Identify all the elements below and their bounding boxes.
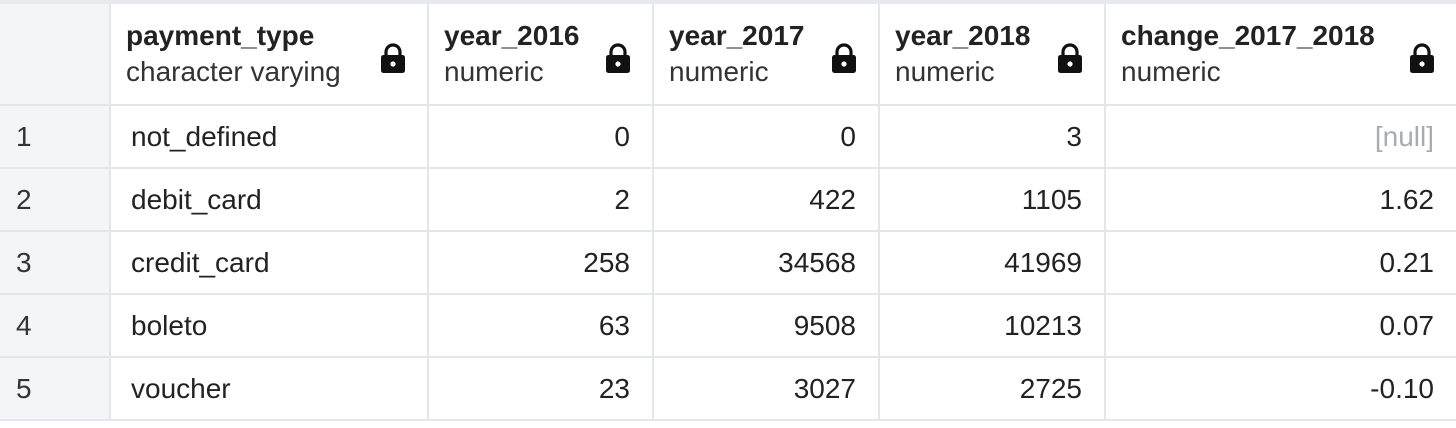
cell-change-2017-2018[interactable]: 0.07 bbox=[1105, 294, 1456, 358]
cell-year-2017[interactable]: 3027 bbox=[653, 357, 880, 421]
cell-year-2018[interactable]: 10213 bbox=[879, 294, 1106, 358]
cell-change-2017-2018[interactable]: 0.21 bbox=[1105, 231, 1456, 295]
cell-year-2016[interactable]: 63 bbox=[428, 294, 654, 358]
result-table: payment_type character varying year_2016… bbox=[0, 4, 1456, 421]
column-type: numeric bbox=[444, 56, 544, 87]
column-name: year_2016 bbox=[444, 19, 580, 51]
cell-year-2016[interactable]: 0 bbox=[428, 105, 654, 169]
table-row[interactable]: 4 boleto 63 9508 10213 0.07 bbox=[0, 294, 1456, 358]
lock-icon bbox=[381, 43, 405, 73]
column-header-year-2018[interactable]: year_2018 numeric bbox=[879, 4, 1106, 106]
lock-icon bbox=[1410, 43, 1434, 73]
cell-payment-type[interactable]: not_defined bbox=[110, 105, 429, 169]
row-number[interactable]: 1 bbox=[0, 105, 111, 169]
cell-change-2017-2018[interactable]: [null] bbox=[1105, 105, 1456, 169]
row-number-header[interactable] bbox=[0, 4, 111, 106]
header-row: payment_type character varying year_2016… bbox=[0, 4, 1456, 106]
column-type: character varying bbox=[126, 56, 341, 87]
cell-year-2016[interactable]: 2 bbox=[428, 168, 654, 232]
table-row[interactable]: 2 debit_card 2 422 1105 1.62 bbox=[0, 168, 1456, 232]
column-header-year-2016[interactable]: year_2016 numeric bbox=[428, 4, 654, 106]
cell-payment-type[interactable]: voucher bbox=[110, 357, 429, 421]
table-row[interactable]: 1 not_defined 0 0 3 [null] bbox=[0, 105, 1456, 169]
cell-year-2016[interactable]: 23 bbox=[428, 357, 654, 421]
cell-year-2017[interactable]: 34568 bbox=[653, 231, 880, 295]
column-name: payment_type bbox=[126, 19, 315, 51]
row-number[interactable]: 4 bbox=[0, 294, 111, 358]
cell-year-2018[interactable]: 41969 bbox=[879, 231, 1106, 295]
row-number[interactable]: 2 bbox=[0, 168, 111, 232]
table-row[interactable]: 3 credit_card 258 34568 41969 0.21 bbox=[0, 231, 1456, 295]
cell-payment-type[interactable]: boleto bbox=[110, 294, 429, 358]
cell-year-2017[interactable]: 9508 bbox=[653, 294, 880, 358]
cell-year-2016[interactable]: 258 bbox=[428, 231, 654, 295]
cell-year-2018[interactable]: 2725 bbox=[879, 357, 1106, 421]
lock-icon bbox=[832, 43, 856, 73]
lock-icon bbox=[1058, 43, 1082, 73]
cell-year-2017[interactable]: 0 bbox=[653, 105, 880, 169]
cell-year-2018[interactable]: 1105 bbox=[879, 168, 1106, 232]
cell-change-2017-2018[interactable]: -0.10 bbox=[1105, 357, 1456, 421]
cell-payment-type[interactable]: debit_card bbox=[110, 168, 429, 232]
table-row[interactable]: 5 voucher 23 3027 2725 -0.10 bbox=[0, 357, 1456, 421]
column-type: numeric bbox=[669, 56, 769, 87]
column-type: numeric bbox=[1121, 56, 1221, 87]
row-number[interactable]: 3 bbox=[0, 231, 111, 295]
cell-year-2017[interactable]: 422 bbox=[653, 168, 880, 232]
column-type: numeric bbox=[895, 56, 995, 87]
column-header-change-2017-2018[interactable]: change_2017_2018 numeric bbox=[1105, 4, 1456, 106]
column-name: change_2017_2018 bbox=[1121, 19, 1375, 51]
column-name: year_2017 bbox=[669, 19, 805, 51]
row-number[interactable]: 5 bbox=[0, 357, 111, 421]
cell-payment-type[interactable]: credit_card bbox=[110, 231, 429, 295]
cell-year-2018[interactable]: 3 bbox=[879, 105, 1106, 169]
lock-icon bbox=[606, 43, 630, 73]
cell-change-2017-2018[interactable]: 1.62 bbox=[1105, 168, 1456, 232]
column-header-year-2017[interactable]: year_2017 numeric bbox=[653, 4, 880, 106]
column-name: year_2018 bbox=[895, 19, 1031, 51]
column-header-payment-type[interactable]: payment_type character varying bbox=[110, 4, 429, 106]
